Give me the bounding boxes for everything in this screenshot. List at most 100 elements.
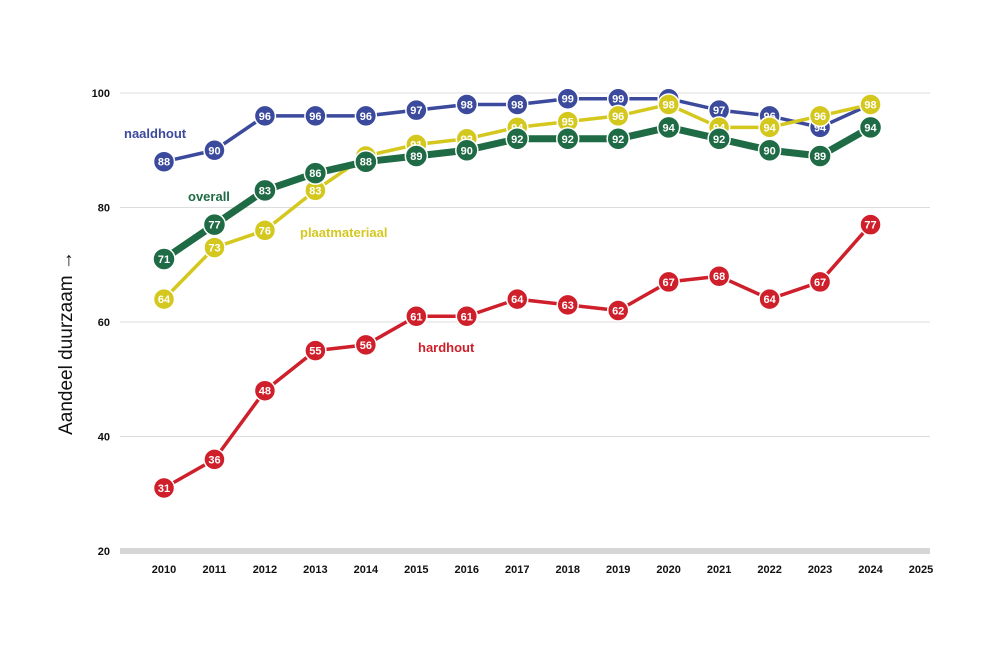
plaatmateriaal-data-label: 96 [612,111,624,123]
plaatmateriaal-data-label: 64 [158,294,171,306]
hardhout-point: 67 [808,270,832,294]
overall-point: 94 [858,115,883,140]
overall-marker [555,127,580,151]
x-tick-label: 2020 [656,564,680,576]
overall-marker [606,127,630,151]
overall-point: 83 [253,178,277,203]
plaatmateriaal-point: 64 [152,287,176,311]
hardhout-point: 56 [354,333,378,357]
naaldhout-data-label: 97 [713,105,725,117]
overall-data-label: 92 [612,134,624,146]
overall-marker [354,149,378,174]
overall-marker [757,138,782,162]
hardhout-data-label: 64 [511,294,524,306]
naaldhout-data-label: 88 [158,157,170,169]
x-tick-label: 2025 [909,564,933,576]
naaldhout-data-label: 99 [612,94,624,106]
naaldhout-marker [405,98,428,122]
hardhout-data-label: 67 [663,277,675,289]
naaldhout-data-label: 96 [309,111,321,123]
x-tick-label: 2016 [455,564,479,576]
overall-point: 90 [455,138,479,162]
overall-data-label: 90 [763,145,775,157]
hardhout-marker [606,299,630,322]
plaatmateriaal-point: 73 [203,236,226,259]
overall-marker [505,127,530,151]
plaatmateriaal-marker [203,236,226,259]
hardhout-marker [304,339,327,362]
overall-series-label: overall [188,189,230,204]
hardhout-data-label: 56 [360,340,372,352]
hardhout-marker [859,213,882,236]
overall-marker [253,178,277,203]
hardhout-data-label: 36 [208,454,220,466]
overall-point: 77 [202,212,227,237]
naaldhout-data-label: 97 [410,105,422,117]
overall-data-label: 88 [360,157,372,169]
naaldhout-point: 96 [304,104,327,128]
hardhout-data-label: 48 [259,386,271,398]
overall-point: 92 [707,127,731,151]
overall-point: 71 [152,247,176,271]
naaldhout-marker [354,104,378,128]
plaatmateriaal-point: 76 [253,219,277,242]
y-tick-label: 100 [92,88,110,100]
naaldhout-marker [455,93,479,116]
naaldhout-data-label: 99 [562,94,574,106]
plaatmateriaal-data-label: 94 [763,122,776,134]
plaatmateriaal-marker [606,104,630,128]
naaldhout-data-label: 98 [461,99,473,111]
hardhout-data-label: 31 [158,483,170,495]
gridlines [120,92,930,554]
naaldhout-point: 98 [506,93,529,116]
x-tick-label: 2024 [858,564,883,576]
hardhout-data-label: 55 [309,346,321,358]
overall-marker [656,115,681,140]
x-tick-label: 2019 [606,564,630,576]
hardhout-data-label: 77 [864,220,876,232]
x-tick-label: 2023 [808,564,832,576]
hardhout-marker [758,287,781,311]
hardhout-point: 67 [657,270,680,294]
hardhout-point: 48 [253,379,277,402]
naaldhout-data-label: 96 [360,111,372,123]
overall-point: 89 [404,144,429,168]
overall-data-label: 92 [511,134,523,146]
x-tick-label: 2021 [707,564,731,576]
hardhout-marker [657,270,680,294]
overall-data-label: 86 [309,168,321,180]
plaatmateriaal-data-label: 73 [208,243,220,255]
plaatmateriaal-marker [859,93,882,116]
overall-data-label: 89 [410,151,422,163]
hardhout-point: 63 [556,293,579,317]
overall-marker [808,144,832,168]
hardhout-point: 77 [859,213,882,236]
plaatmateriaal-point: 96 [808,104,832,128]
x-tick-label: 2012 [253,564,277,576]
overall-data-label: 71 [158,254,170,266]
hardhout-marker [152,476,176,500]
x-tick-label: 2015 [404,564,428,576]
overall-point: 89 [808,144,832,168]
hardhout-point: 64 [758,287,781,311]
x-tick-label: 2011 [203,564,227,576]
hardhout-marker [506,287,529,311]
naaldhout-marker [304,104,327,128]
plaatmateriaal-data-label: 98 [663,99,675,111]
plaatmateriaal-data-label: 83 [309,185,321,197]
hardhout-data-label: 62 [612,306,624,318]
hardhout-data-label: 61 [461,311,473,323]
naaldhout-marker [506,93,529,116]
hardhout-marker [455,305,479,328]
x-axis: 2010 2011 2012 2013 2014 2015 2016 2017 2018 2019… [152,564,933,576]
x-tick-label: 2013 [303,564,327,576]
y-tick-label: 60 [98,317,110,329]
overall-point: 94 [656,115,681,140]
plaatmateriaal-marker [152,287,176,311]
hardhout-point: 62 [606,299,630,322]
plaatmateriaal-data-label: 98 [864,99,876,111]
hardhout-marker [556,293,579,317]
hardhout-data-label: 64 [763,294,776,306]
overall-point: 90 [757,138,782,162]
